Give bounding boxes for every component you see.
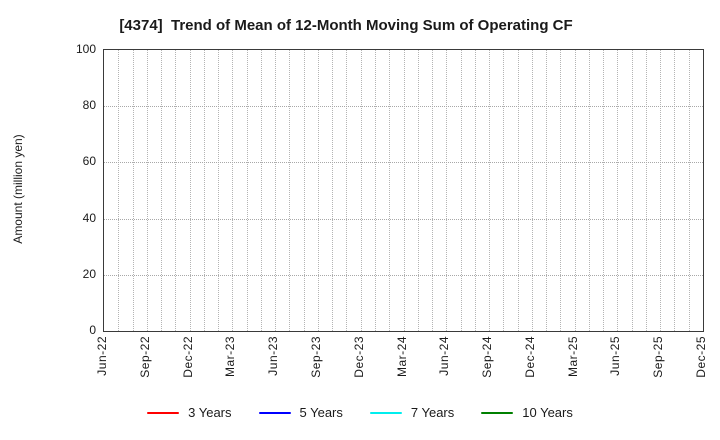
vertical-gridline — [246, 50, 248, 331]
x-tick-label: Dec-23 — [351, 336, 366, 378]
legend-line-swatch — [481, 412, 514, 414]
vertical-gridline — [489, 50, 491, 331]
vertical-gridline — [588, 50, 590, 331]
legend-item: 7 Years — [369, 405, 455, 421]
legend-item: 10 Years — [481, 405, 573, 421]
vertical-gridline — [360, 50, 362, 331]
vertical-gridline — [332, 50, 334, 331]
vertical-gridline — [674, 50, 676, 331]
vertical-gridline — [146, 50, 148, 331]
vertical-gridline — [446, 50, 448, 331]
legend-item: 5 Years — [258, 405, 343, 421]
chart-title: [4374] Trend of Mean of 12-Month Moving … — [119, 17, 573, 34]
vertical-gridline — [203, 50, 205, 331]
x-tick-label: Mar-23 — [223, 336, 238, 378]
vertical-gridline — [260, 50, 262, 331]
vertical-gridline — [503, 50, 505, 331]
horizontal-gridline — [104, 274, 703, 276]
y-axis-label: Amount (million yen) — [11, 134, 25, 244]
x-tick-label: Jun-24 — [437, 336, 452, 376]
vertical-gridline — [389, 50, 391, 331]
vertical-gridline — [132, 50, 134, 331]
vertical-gridline — [275, 50, 277, 331]
vertical-gridline — [317, 50, 319, 331]
vertical-gridline — [161, 50, 163, 331]
legend-item: 3 Years — [147, 405, 232, 421]
vertical-gridline — [232, 50, 234, 331]
y-tick-label: 80 — [82, 98, 96, 113]
x-tick-label: Mar-24 — [394, 336, 409, 378]
y-tick-label: 100 — [75, 42, 96, 56]
vertical-gridline — [432, 50, 434, 331]
vertical-gridline — [218, 50, 220, 331]
y-tick-label: 60 — [82, 154, 96, 169]
vertical-gridline — [574, 50, 576, 331]
x-tick-label: Sep-23 — [308, 336, 323, 378]
legend-line-swatch — [258, 412, 291, 414]
vertical-gridline — [474, 50, 476, 331]
vertical-gridline — [346, 50, 348, 331]
plot-area — [103, 49, 704, 332]
vertical-gridline — [517, 50, 519, 331]
x-tick-label: Jun-25 — [608, 336, 623, 376]
vertical-gridline — [531, 50, 533, 331]
vertical-gridline — [289, 50, 291, 331]
x-tick-label: Dec-22 — [180, 336, 195, 378]
vertical-gridline — [617, 50, 619, 331]
vertical-gridline — [546, 50, 548, 331]
horizontal-gridline — [104, 162, 703, 164]
legend-line-swatch — [147, 412, 180, 414]
vertical-gridline — [660, 50, 662, 331]
legend-label: 3 Years — [188, 405, 232, 420]
vertical-gridline — [688, 50, 690, 331]
x-tick-label: Dec-24 — [522, 336, 537, 378]
legend-label: 5 Years — [299, 405, 343, 420]
vertical-gridline — [189, 50, 191, 331]
legend-label: 10 Years — [522, 405, 573, 420]
x-tick-label: Mar-25 — [565, 336, 580, 378]
y-tick-label: 20 — [82, 266, 96, 281]
legend-line-swatch — [369, 412, 402, 414]
x-tick-label: Sep-24 — [480, 336, 495, 378]
vertical-gridline — [118, 50, 120, 331]
vertical-gridline — [303, 50, 305, 331]
legend-label: 7 Years — [410, 405, 455, 420]
horizontal-gridline — [104, 106, 703, 108]
vertical-gridline — [645, 50, 647, 331]
legend: 3 Years 5 Years 7 Years 10 Years — [0, 401, 720, 425]
vertical-gridline — [374, 50, 376, 331]
x-tick-label: Jun-23 — [266, 336, 281, 376]
horizontal-gridline — [104, 218, 703, 220]
x-tick-label: Dec-25 — [694, 336, 708, 378]
vertical-gridline — [603, 50, 605, 331]
vertical-gridline — [631, 50, 633, 331]
x-tick-label: Sep-25 — [651, 336, 666, 378]
vertical-gridline — [417, 50, 419, 331]
y-tick-label: 0 — [89, 323, 96, 337]
vertical-gridline — [460, 50, 462, 331]
vertical-gridline — [403, 50, 405, 331]
vertical-gridline — [175, 50, 177, 331]
x-tick-label: Jun-22 — [95, 336, 109, 376]
vertical-gridline — [560, 50, 562, 331]
y-tick-label: 40 — [82, 210, 96, 225]
x-tick-label: Sep-22 — [137, 336, 152, 378]
